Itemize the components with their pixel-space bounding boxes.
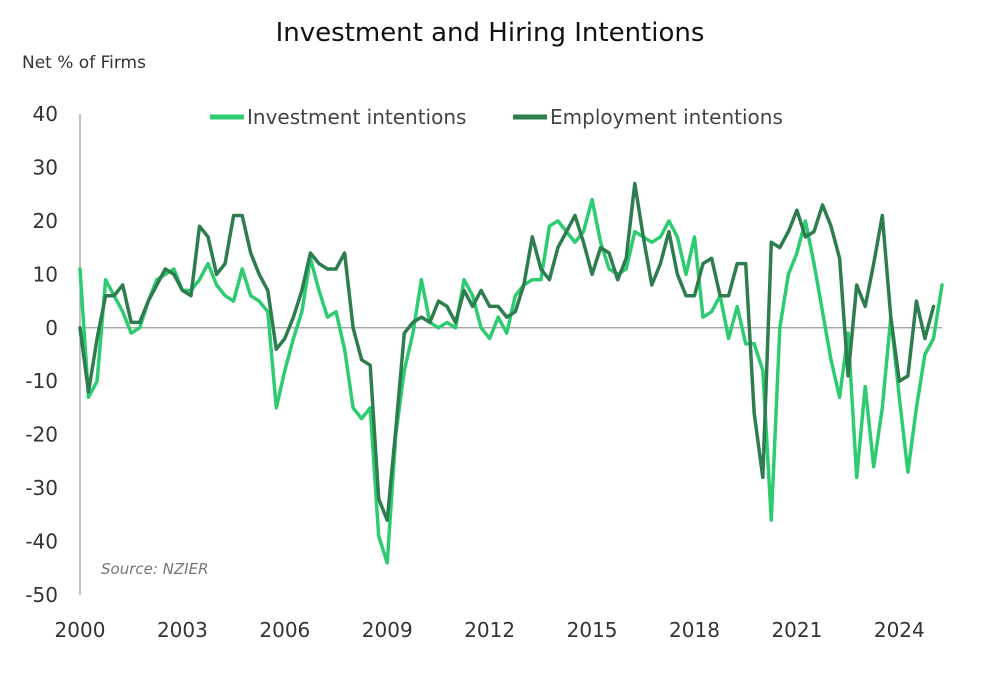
y-tick-label: 10 bbox=[33, 262, 58, 286]
x-tick-label: 2000 bbox=[55, 618, 106, 642]
x-tick-label: 2009 bbox=[362, 618, 413, 642]
y-axis-label: Net % of Firms bbox=[22, 53, 146, 73]
plot-area bbox=[78, 181, 944, 565]
y-tick-label: -10 bbox=[25, 369, 58, 393]
y-tick-label: -30 bbox=[25, 476, 58, 500]
series-line-investment bbox=[78, 197, 944, 565]
y-tick-label: 0 bbox=[45, 316, 58, 340]
x-tick-label: 2024 bbox=[874, 618, 925, 642]
y-tick-label: 40 bbox=[33, 102, 58, 126]
series-line-employment bbox=[78, 181, 936, 522]
chart-title: Investment and Hiring Intentions bbox=[276, 18, 705, 48]
legend: Investment intentions Employment intenti… bbox=[210, 105, 783, 129]
y-tick-label: -50 bbox=[25, 583, 58, 607]
y-tick-label: -40 bbox=[25, 530, 58, 554]
legend-label-employment: Employment intentions bbox=[550, 105, 783, 129]
legend-label-investment: Investment intentions bbox=[247, 105, 466, 129]
y-tick-label: 30 bbox=[33, 155, 58, 179]
x-tick-label: 2021 bbox=[771, 618, 822, 642]
y-tick-label: -20 bbox=[25, 423, 58, 447]
y-tick-label: 20 bbox=[33, 209, 58, 233]
x-tick-label: 2018 bbox=[669, 618, 720, 642]
x-tick-label: 2003 bbox=[157, 618, 208, 642]
x-tick-label: 2015 bbox=[567, 618, 618, 642]
x-tick-label: 2006 bbox=[259, 618, 310, 642]
source-note: Source: NZIER bbox=[101, 560, 209, 578]
axes: 40 30 20 10 0 -10 -20 -30 -40 -50 2000 2003 2006 2009… bbox=[25, 102, 942, 642]
x-tick-label: 2012 bbox=[464, 618, 515, 642]
